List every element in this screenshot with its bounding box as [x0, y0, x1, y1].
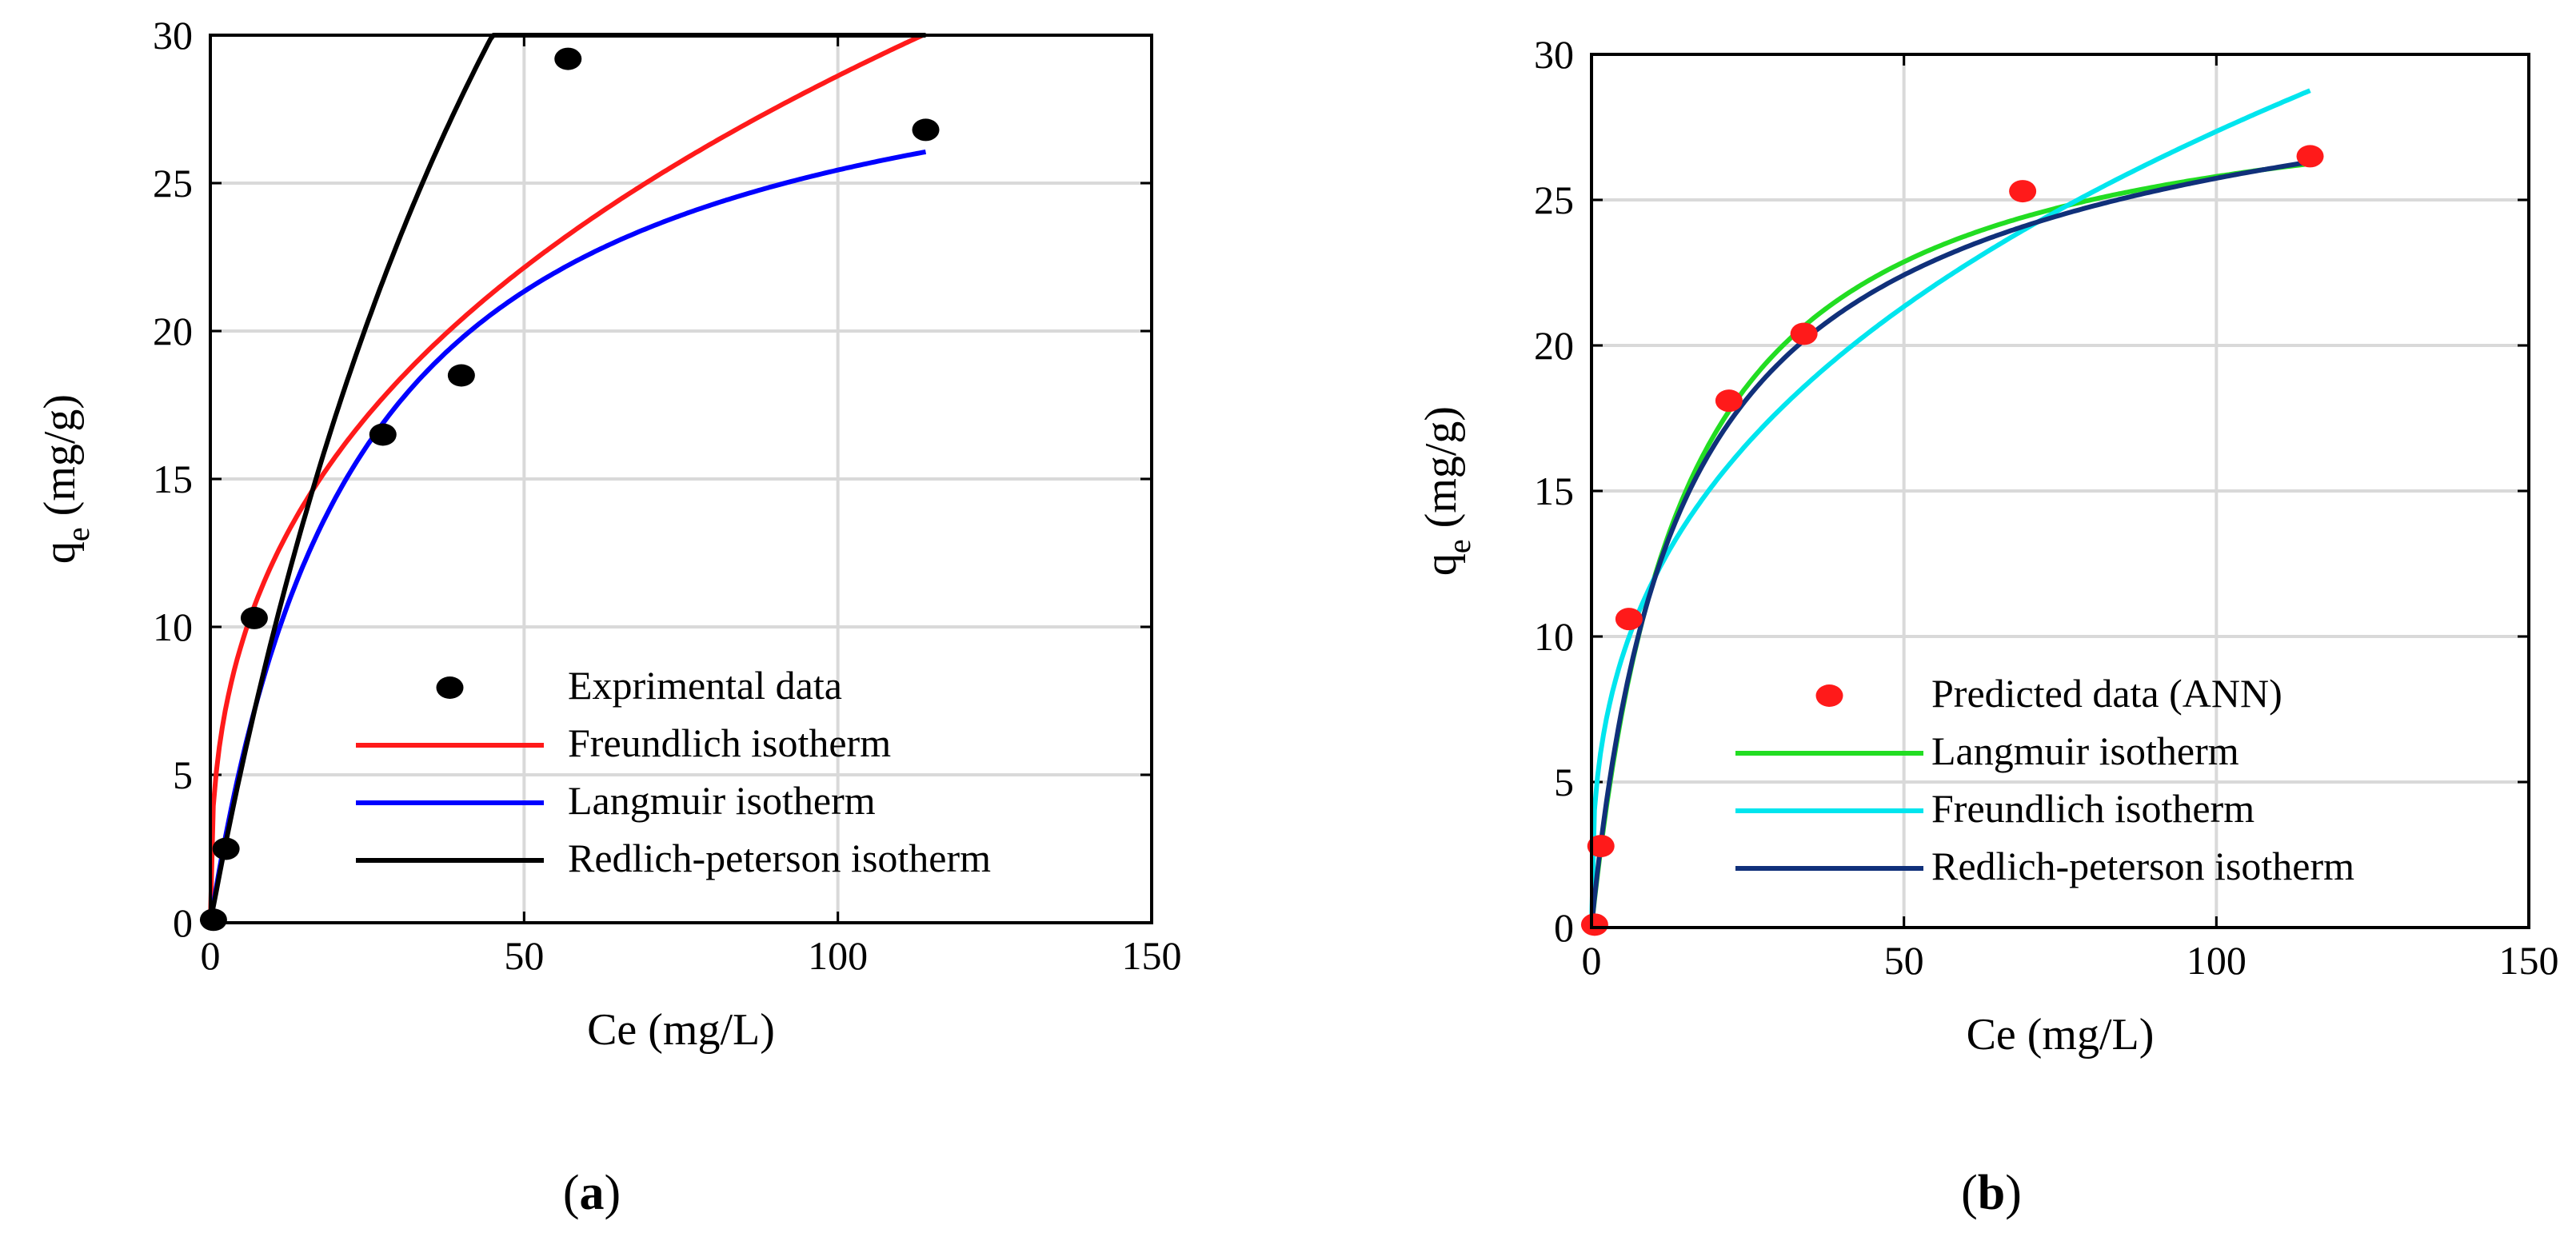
- data-point: [1790, 322, 1818, 345]
- y-tick-label: 5: [1554, 760, 1574, 804]
- panel-label-letter: a: [580, 1166, 605, 1220]
- data-point: [2009, 180, 2037, 203]
- x-axis-label: Ce (mg/L): [1967, 1010, 2155, 1059]
- panel-label: (b): [1961, 1166, 2022, 1220]
- y-tick-label: 10: [1534, 614, 1574, 659]
- panel-label-close: ): [2005, 1166, 2022, 1220]
- x-tick-label: 50: [504, 933, 544, 978]
- y-tick-label: 15: [1534, 469, 1574, 513]
- data-point: [199, 908, 227, 932]
- y-tick-label: 5: [173, 752, 193, 797]
- data-point: [2296, 145, 2324, 168]
- axes-frame: [1590, 53, 2530, 929]
- data-point: [1615, 608, 1643, 631]
- data-point: [447, 364, 475, 387]
- y-tick-label: 25: [153, 161, 193, 206]
- series-line-freundlich-isotherm: [1589, 88, 2311, 928]
- x-axis-label: Ce (mg/L): [587, 1005, 775, 1055]
- y-tick-label: 10: [153, 605, 193, 649]
- x-tick-label: 50: [1884, 938, 1924, 983]
- y-axis-label: qe (mg/g): [35, 394, 96, 564]
- panel-label: (a): [563, 1166, 621, 1220]
- legend-marker-points: [436, 676, 464, 699]
- x-tick-label: 150: [2499, 938, 2559, 983]
- y-axis-label-units: (mg/g): [1416, 406, 1466, 539]
- chart-panel-a: 0 50 100 150 0 5 10 15 20 25 30 Exprimental data Fre…: [35, 13, 1182, 1220]
- y-tick-label: 0: [173, 900, 193, 945]
- legend-label: Freundlich isotherm: [1931, 786, 2254, 831]
- y-axis-label: qe (mg/g): [1416, 406, 1477, 576]
- legend-label: Redlich-peterson isotherm: [568, 836, 991, 880]
- y-tick-label: 30: [153, 13, 193, 58]
- data-point: [369, 423, 397, 446]
- data-point: [240, 606, 268, 629]
- data-point: [912, 118, 940, 142]
- y-tick-label: 15: [153, 457, 193, 501]
- legend-label: Redlich-peterson isotherm: [1931, 844, 2354, 888]
- data-point: [212, 837, 240, 860]
- y-axis-label-subscript: e: [1441, 539, 1477, 553]
- panel-label-open: (: [563, 1166, 580, 1220]
- legend-label-points: Predicted data (ANN): [1931, 671, 2282, 716]
- data-point: [1715, 389, 1743, 413]
- y-tick-label: 0: [1554, 905, 1574, 950]
- x-tick-label: 100: [808, 933, 868, 978]
- legend-marker-points: [1815, 684, 1843, 707]
- y-tick-label: 30: [1534, 32, 1574, 77]
- legend-label-points: Exprimental data: [568, 663, 842, 708]
- x-tick-label: 0: [1582, 938, 1602, 983]
- panel-label-open: (: [1961, 1166, 1978, 1220]
- y-tick-label: 20: [1534, 323, 1574, 368]
- y-axis-label-main: q: [1416, 553, 1466, 576]
- y-axis-label-main: q: [35, 541, 85, 564]
- panel-label-letter: b: [1978, 1166, 2005, 1220]
- legend-label: Langmuir isotherm: [568, 778, 876, 823]
- data-point: [1580, 913, 1608, 936]
- series-line-langmuir-isotherm: [1589, 161, 2310, 928]
- y-tick-label: 25: [1534, 178, 1574, 222]
- data-point: [1587, 835, 1615, 858]
- legend-label: Langmuir isotherm: [1931, 728, 2239, 773]
- axes-frame: [209, 34, 1153, 924]
- series-line-freundlich-isotherm: [208, 33, 926, 924]
- series-line-redlich-peterson-isotherm: [1589, 159, 2310, 928]
- y-tick-label: 20: [153, 309, 193, 353]
- chart-panel-b: 0 50 100 150 0 5 10 15 20 25 30 Predicted data (ANN…: [1416, 32, 2559, 1220]
- x-tick-label: 150: [1122, 933, 1182, 978]
- panel-label-close: ): [605, 1166, 621, 1220]
- data-point: [554, 47, 582, 70]
- legend-label: Freundlich isotherm: [568, 720, 891, 765]
- y-axis-label-subscript: e: [60, 527, 96, 541]
- x-tick-label: 0: [201, 933, 221, 978]
- x-tick-label: 100: [2187, 938, 2247, 983]
- series-line-langmuir-isotherm: [208, 149, 927, 924]
- y-axis-label-units: (mg/g): [35, 394, 85, 527]
